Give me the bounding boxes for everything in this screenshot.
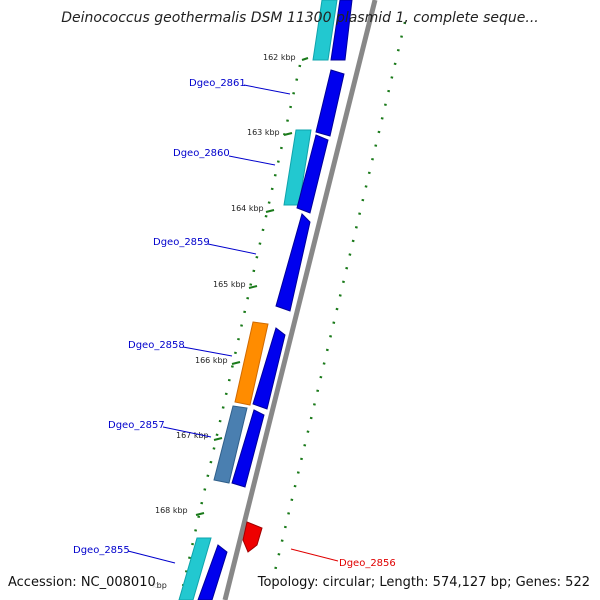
cds-arrow-2855 [197, 544, 228, 600]
gene-label-2857[interactable]: Dgeo_2857 [108, 420, 165, 431]
tick-label: kbp [152, 581, 167, 590]
tick-mark [301, 57, 309, 61]
tick-label: 162 kbp [263, 53, 296, 62]
feature-cyan-top [312, 0, 338, 61]
tick-label: 164 kbp [231, 204, 264, 213]
map-title: Deinococcus geothermalis DSM 11300 plasm… [61, 10, 539, 26]
tick-mark [248, 285, 258, 289]
tick-label: 168 kbp [155, 506, 188, 515]
cds-arrow-2858 [252, 327, 286, 410]
gene-label-2858[interactable]: Dgeo_2858 [128, 340, 185, 351]
tick-mark [231, 361, 241, 365]
leader-line-2861 [243, 84, 291, 95]
tick-label: 166 kbp [195, 356, 228, 365]
gene-label-2859[interactable]: Dgeo_2859 [153, 237, 210, 248]
leader-line-2855 [127, 550, 176, 564]
tick-mark [213, 437, 223, 441]
feature-orange-2858 [234, 321, 269, 406]
leader-line-2857 [162, 426, 212, 438]
cds-arrow-2861 [315, 69, 345, 137]
cds-arrow-2859 [275, 213, 311, 312]
tick-mark [283, 132, 293, 136]
leader-line-2856 [290, 548, 339, 562]
leader-line-2858 [182, 346, 233, 357]
feature-steel-2857 [213, 405, 248, 484]
gene-label-2855[interactable]: Dgeo_2855 [73, 545, 130, 556]
tick-label: 165 kbp [213, 280, 246, 289]
leader-line-2860 [228, 155, 276, 166]
cds-arrow-2857 [231, 409, 265, 488]
cds-arrow-2856 [242, 521, 263, 553]
tick-label: 167 kbp [176, 431, 209, 440]
feature-cyan-2855 [178, 537, 212, 600]
gene-label-2860[interactable]: Dgeo_2860 [173, 148, 230, 159]
accession-text: Accession: NC_008010 [8, 575, 156, 590]
backbone-line [222, 0, 378, 600]
gene-label-2856[interactable]: Dgeo_2856 [339, 558, 396, 569]
tick-label: 163 kbp [247, 128, 280, 137]
tick-mark [195, 512, 205, 516]
topology-text: Topology: circular; Length: 574,127 bp; … [257, 575, 590, 590]
cds-arrow-2860 [296, 134, 329, 214]
gene-label-2861[interactable]: Dgeo_2861 [189, 78, 246, 89]
leader-line-2859 [207, 243, 257, 255]
cds-arrow-top [330, 0, 353, 61]
tick-mark [265, 209, 275, 213]
